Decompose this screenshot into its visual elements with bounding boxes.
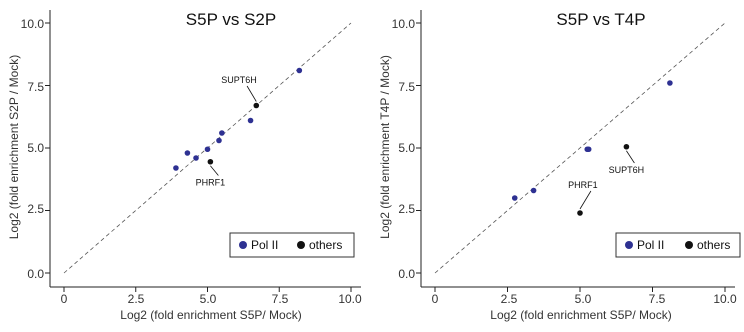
x-tick-label: 0	[432, 292, 439, 306]
legend-label-others: others	[309, 238, 342, 252]
y-tick-label: 7.5	[398, 80, 415, 94]
y-axis-title-text: Log2 (fold enrichment T4P / Mock)	[378, 55, 392, 239]
y-tick-label: 0.0	[27, 267, 44, 281]
point-pol-ii	[184, 150, 191, 156]
point-others	[253, 102, 260, 109]
x-tick-labels: 0 2.5 5.0 7.5 10.0	[61, 292, 362, 306]
y-tick-labels: 0.0 2.5 5.0 7.5 10.0	[21, 17, 45, 281]
legend: Pol II others	[229, 232, 355, 258]
y-tick-label: 7.5	[27, 80, 44, 94]
point-pol-ii	[216, 137, 222, 144]
annotation-label: SUPT6H	[609, 165, 645, 175]
panel-s5p-vs-t4p: S5P vs T4P Log2 (fold enrichment T4P / M…	[378, 10, 741, 322]
point-others	[623, 143, 630, 150]
x-tick-label: 10.0	[338, 292, 362, 306]
x-tick-label: 5.0	[575, 292, 592, 306]
legend-box	[229, 232, 355, 258]
y-axis-title: Log2 (fold enrichment T4P / Mock)	[378, 55, 392, 239]
point-others	[577, 210, 583, 216]
point-pol-ii	[667, 80, 673, 86]
y-tick-labels: 0.0 2.5 5.0 7.5 10.0	[392, 17, 416, 281]
y-tick-label: 5.0	[398, 141, 415, 155]
point-pol-ii	[219, 130, 225, 136]
legend-swatch-pol-ii	[625, 241, 633, 249]
identity-line	[434, 22, 726, 274]
point-pol-ii	[511, 195, 518, 201]
point-pol-ii	[530, 187, 537, 194]
point-pol-ii	[585, 146, 592, 153]
legend-swatch-others	[297, 241, 305, 249]
plot-area: SUPT6H PHRF1	[45, 10, 361, 292]
x-tick-label: 0	[61, 292, 68, 306]
x-tick-label: 7.5	[272, 292, 289, 306]
x-tick-labels: 0 2.5 5.0 7.5 10.0	[432, 292, 737, 306]
legend-label-pol-ii: Pol II	[251, 238, 278, 252]
annotation-label: PHRF1	[568, 180, 598, 190]
y-tick-label: 10.0	[392, 17, 416, 31]
legend-box	[615, 232, 741, 258]
y-axis-title-text: Log2 (fold enrichment S2P / Mock)	[7, 55, 21, 240]
chart-title: S5P vs S2P	[186, 10, 276, 29]
point-pol-ii	[193, 155, 199, 161]
y-tick-label: 10.0	[21, 17, 45, 31]
chart-marks: SUPT6H PHRF1 SUPT6H PHRF1	[45, 10, 735, 292]
y-axis-title: Log2 (fold enrichment S2P / Mock)	[7, 55, 21, 240]
y-tick-label: 5.0	[27, 141, 44, 155]
x-tick-label: 10.0	[713, 292, 737, 306]
annotation-label: PHRF1	[196, 178, 226, 188]
x-tick-label: 2.5	[501, 292, 518, 306]
x-tick-label: 7.5	[649, 292, 666, 306]
annotation-leader	[626, 150, 635, 164]
x-tick-label: 5.0	[200, 292, 217, 306]
point-pol-ii	[247, 117, 254, 124]
point-pol-ii	[296, 67, 303, 74]
annotation-leader	[210, 165, 219, 176]
legend-label-others: others	[697, 238, 730, 252]
x-axis-title: Log2 (fold enrichment S5P/ Mock)	[120, 308, 301, 322]
panel-s5p-vs-s2p: S5P vs S2P Log2 (fold enrichment S2P / M…	[7, 10, 362, 322]
x-axis-title: Log2 (fold enrichment S5P/ Mock)	[490, 308, 671, 322]
y-tick-label: 2.5	[398, 202, 415, 216]
chart-title: S5P vs T4P	[556, 10, 645, 29]
plot-area: SUPT6H PHRF1	[416, 10, 735, 292]
annotation-leader	[246, 85, 257, 102]
y-tick-label: 2.5	[27, 202, 44, 216]
x-tick-label: 2.5	[128, 292, 145, 306]
annotation-label: SUPT6H	[221, 75, 257, 85]
point-others	[207, 158, 214, 165]
y-tick-label: 0.0	[398, 267, 415, 281]
legend-label-pol-ii: Pol II	[637, 238, 664, 252]
point-pol-ii	[173, 165, 179, 171]
annotation-leader	[579, 190, 592, 210]
legend-swatch-others	[685, 241, 693, 249]
point-pol-ii	[204, 146, 211, 153]
legend: Pol II others	[615, 232, 741, 258]
legend-swatch-pol-ii	[239, 241, 247, 249]
